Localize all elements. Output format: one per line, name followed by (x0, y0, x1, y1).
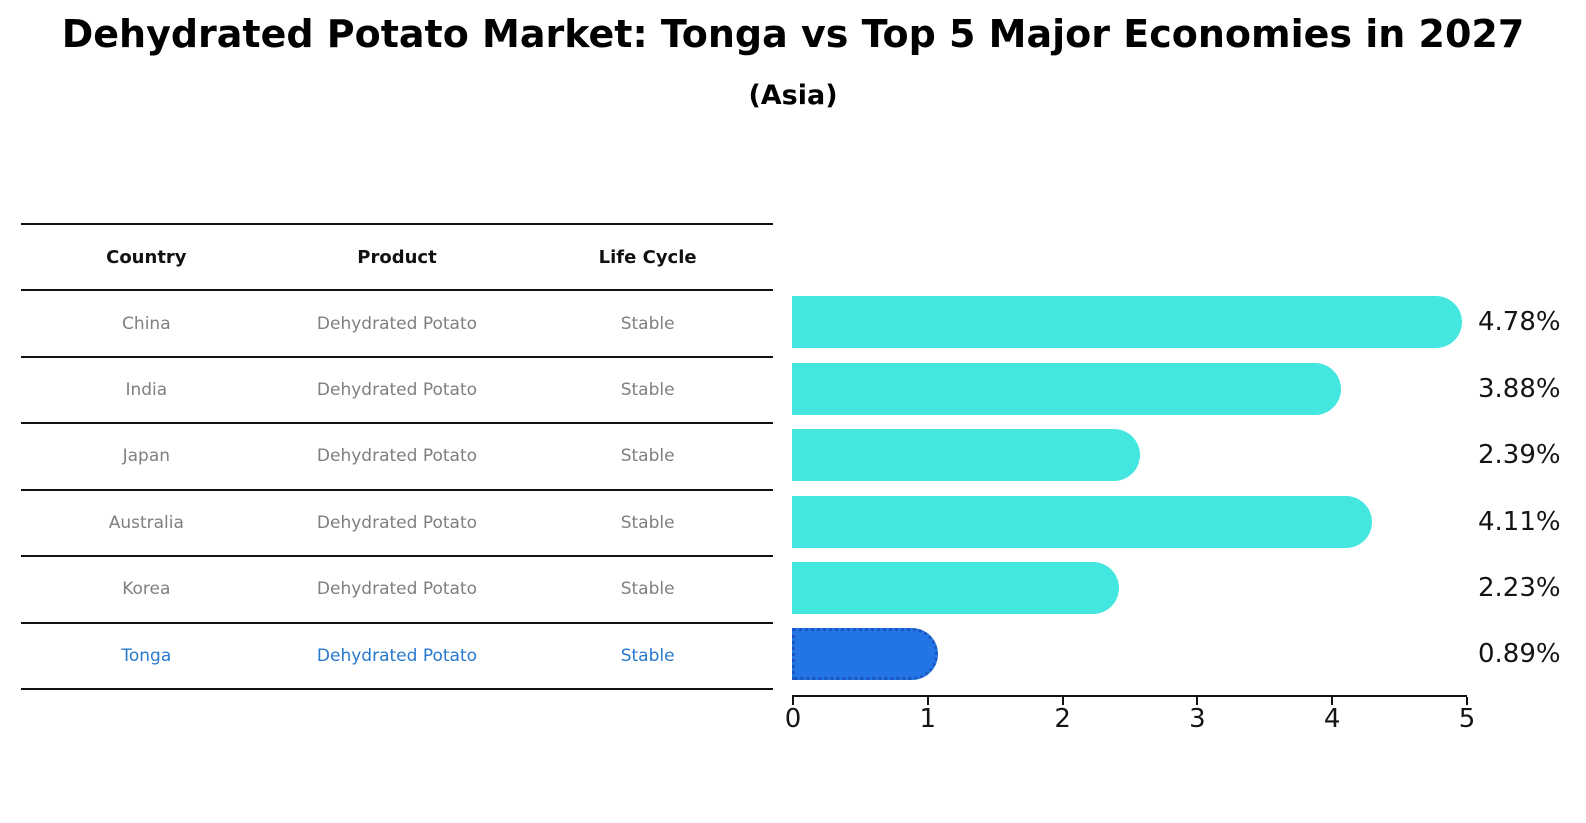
value-label-china: 4.78% (1478, 307, 1561, 338)
page-title: Dehydrated Potato Market: Tonga vs Top 5… (61, 12, 1525, 56)
value-label-australia: 4.11% (1478, 506, 1561, 537)
cell-country: Korea (122, 579, 171, 600)
column-header-life-cycle: Life Cycle (598, 246, 697, 268)
column-header-country: Country (106, 246, 187, 268)
cell-product: Dehydrated Potato (316, 512, 478, 533)
x-axis-tick-4 (1331, 697, 1334, 705)
cell-life-cycle: Stable (620, 579, 675, 600)
x-axis-spine (792, 695, 1467, 697)
cell-country: India (125, 380, 168, 401)
comparison-table: Country Product Life Cycle China Dehydrat… (21, 223, 773, 690)
cell-country: China (122, 313, 171, 334)
cell-life-cycle: Stable (620, 446, 675, 467)
table-row-korea: Korea Dehydrated Potato Stable (21, 555, 773, 621)
value-label-tonga: 0.89% (1478, 639, 1561, 670)
page-subtitle: (Asia) (748, 80, 838, 111)
x-axis-tick-0 (792, 697, 794, 705)
x-axis-tick-label-1: 1 (919, 704, 937, 734)
x-axis-tick-label-5: 5 (1458, 704, 1476, 734)
bar-china (792, 296, 1463, 349)
cell-life-cycle: Stable (620, 313, 675, 334)
bar-korea (792, 561, 1119, 614)
cell-country: Australia (108, 512, 184, 533)
cell-product: Dehydrated Potato (316, 446, 478, 467)
x-axis-tick-label-3: 3 (1189, 704, 1206, 734)
table-row-japan: Japan Dehydrated Potato Stable (21, 422, 773, 488)
table-row-china: China Dehydrated Potato Stable (21, 289, 773, 355)
bar-japan (792, 429, 1141, 482)
bar-australia (792, 495, 1373, 548)
cell-product: Dehydrated Potato (316, 579, 478, 600)
table-row-australia: Australia Dehydrated Potato Stable (21, 488, 773, 555)
cell-life-cycle: Stable (620, 512, 675, 533)
cell-life-cycle: Stable (620, 380, 675, 401)
value-label-korea: 2.23% (1478, 572, 1561, 603)
value-label-japan: 2.39% (1478, 440, 1561, 471)
cell-country: Japan (122, 446, 171, 467)
x-axis-tick-1 (926, 697, 929, 705)
cell-product: Dehydrated Potato (316, 380, 478, 401)
bar-tonga (792, 628, 938, 681)
table-row-tonga: Tonga Dehydrated Potato Stable (21, 621, 773, 688)
value-label-india: 3.88% (1478, 373, 1561, 404)
x-axis-tick-3 (1196, 697, 1199, 705)
cell-life-cycle: Stable (620, 645, 675, 666)
x-axis-tick-2 (1061, 697, 1064, 705)
x-axis-tick-label-4: 4 (1323, 704, 1341, 734)
cell-product: Dehydrated Potato (316, 645, 478, 666)
cell-product: Dehydrated Potato (316, 313, 478, 334)
x-axis-tick-5 (1466, 697, 1468, 705)
x-axis-tick-label-0: 0 (784, 704, 802, 734)
x-axis-tick-label-2: 2 (1054, 704, 1071, 734)
table-header-row: Country Product Life Cycle (21, 223, 773, 289)
column-header-product: Product (357, 246, 437, 268)
cell-country: Tonga (121, 645, 172, 666)
table-row-india: India Dehydrated Potato Stable (21, 355, 773, 422)
bar-india (792, 362, 1342, 415)
